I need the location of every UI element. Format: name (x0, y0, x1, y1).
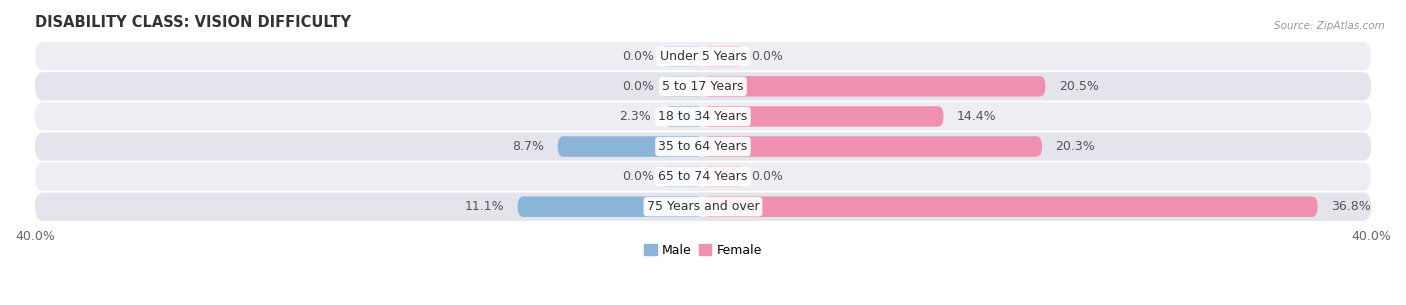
FancyBboxPatch shape (661, 167, 703, 187)
Text: 0.0%: 0.0% (623, 170, 655, 183)
FancyBboxPatch shape (703, 196, 1317, 217)
Text: 11.1%: 11.1% (464, 200, 505, 213)
Text: 0.0%: 0.0% (751, 170, 783, 183)
FancyBboxPatch shape (703, 76, 1046, 97)
FancyBboxPatch shape (703, 167, 745, 187)
Text: 0.0%: 0.0% (751, 50, 783, 63)
Text: 18 to 34 Years: 18 to 34 Years (658, 110, 748, 123)
Legend: Male, Female: Male, Female (640, 239, 766, 262)
FancyBboxPatch shape (703, 106, 943, 127)
FancyBboxPatch shape (35, 192, 1371, 221)
FancyBboxPatch shape (703, 46, 745, 66)
FancyBboxPatch shape (35, 72, 1371, 101)
Text: 0.0%: 0.0% (623, 50, 655, 63)
FancyBboxPatch shape (35, 42, 1371, 70)
FancyBboxPatch shape (661, 76, 703, 97)
FancyBboxPatch shape (35, 132, 1371, 161)
Text: 36.8%: 36.8% (1331, 200, 1371, 213)
Text: 65 to 74 Years: 65 to 74 Years (658, 170, 748, 183)
FancyBboxPatch shape (661, 46, 703, 66)
Text: 75 Years and over: 75 Years and over (647, 200, 759, 213)
Text: 20.5%: 20.5% (1059, 80, 1098, 93)
FancyBboxPatch shape (35, 163, 1371, 191)
Text: 8.7%: 8.7% (512, 140, 544, 153)
Text: 20.3%: 20.3% (1056, 140, 1095, 153)
FancyBboxPatch shape (517, 196, 703, 217)
Text: 5 to 17 Years: 5 to 17 Years (662, 80, 744, 93)
Text: Under 5 Years: Under 5 Years (659, 50, 747, 63)
FancyBboxPatch shape (558, 136, 703, 157)
Text: 35 to 64 Years: 35 to 64 Years (658, 140, 748, 153)
Text: DISABILITY CLASS: VISION DIFFICULTY: DISABILITY CLASS: VISION DIFFICULTY (35, 15, 352, 30)
Text: Source: ZipAtlas.com: Source: ZipAtlas.com (1274, 21, 1385, 31)
Text: 2.3%: 2.3% (620, 110, 651, 123)
FancyBboxPatch shape (703, 136, 1042, 157)
Text: 14.4%: 14.4% (957, 110, 997, 123)
Text: 0.0%: 0.0% (623, 80, 655, 93)
FancyBboxPatch shape (35, 102, 1371, 131)
FancyBboxPatch shape (665, 106, 703, 127)
